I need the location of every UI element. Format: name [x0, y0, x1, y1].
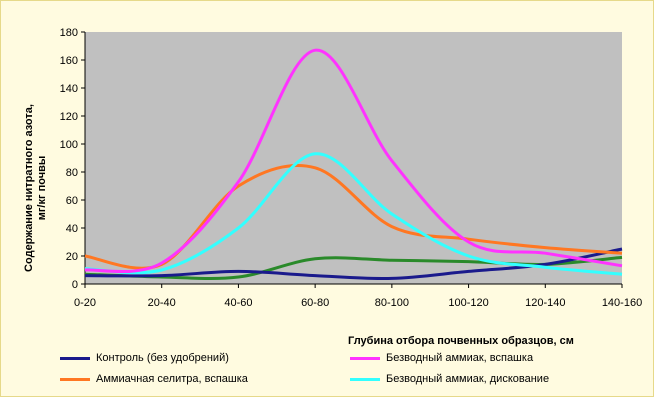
legend-swatch-control [60, 356, 90, 360]
y-tick-label: 100 [60, 139, 78, 151]
x-tick-label: 100-120 [448, 297, 488, 309]
legend-label-ammonia-plow: Безводный аммиак, вспашка [386, 352, 534, 364]
y-tick-label: 20 [66, 251, 78, 263]
legend-label-control: Контроль (без удобрений) [96, 352, 229, 364]
x-axis: 0-20 20-40 40-60 60-80 80-100 100-120 120-140 1… [74, 283, 642, 309]
y-axis-label-line2: мг/кг почвы [36, 156, 48, 221]
series-line-ammonia-plow [84, 48, 623, 274]
x-tick-label: 60-80 [301, 297, 329, 309]
y-tick-label: 60 [66, 195, 78, 207]
series-layer [84, 48, 623, 281]
x-axis-label: Глубина отбора почвенных образцов, см [348, 335, 574, 347]
legend-item-saltpeter-plow: Аммиачная селитра, вспашка [60, 373, 248, 385]
legend-item-ammonia-plow: Безводный аммиак, вспашка [350, 352, 533, 364]
y-tick-label: 140 [60, 83, 78, 95]
x-tick-label: 40-60 [224, 297, 252, 309]
legend-label-saltpeter-plow: Аммиачная селитра, вспашка [96, 373, 248, 385]
y-axis-label-line1: Содержание нитратного азота, [23, 104, 35, 272]
y-tick-label: 80 [66, 167, 78, 179]
plot-area [85, 32, 622, 284]
x-tick-label: 20-40 [148, 297, 176, 309]
legend-item-ammonia-disc: Безводный аммиак, дискование [350, 373, 549, 385]
y-tick-label: 40 [66, 223, 78, 235]
y-tick-label: 160 [60, 55, 78, 67]
y-tick-label: 0 [72, 279, 78, 291]
y-tick-label: 120 [60, 111, 78, 123]
legend-label-ammonia-disc: Безводный аммиак, дискование [386, 373, 550, 385]
x-tick-label: 80-100 [375, 297, 409, 309]
x-tick-label: 0-20 [74, 297, 96, 309]
legend-swatch-saltpeter-plow [60, 377, 90, 381]
legend-item-control: Контроль (без удобрений) [60, 352, 229, 364]
y-tick-label: 180 [60, 27, 78, 39]
series-line-ammonia-disc [84, 152, 623, 276]
y-axis: 0 20 40 60 80 100 120 140 160 180 [60, 27, 86, 291]
x-tick-label: 120-140 [525, 297, 565, 309]
x-tick-label: 140-160 [602, 297, 642, 309]
legend-swatch-ammonia-disc [350, 377, 380, 381]
legend-swatch-ammonia-plow [350, 356, 380, 360]
